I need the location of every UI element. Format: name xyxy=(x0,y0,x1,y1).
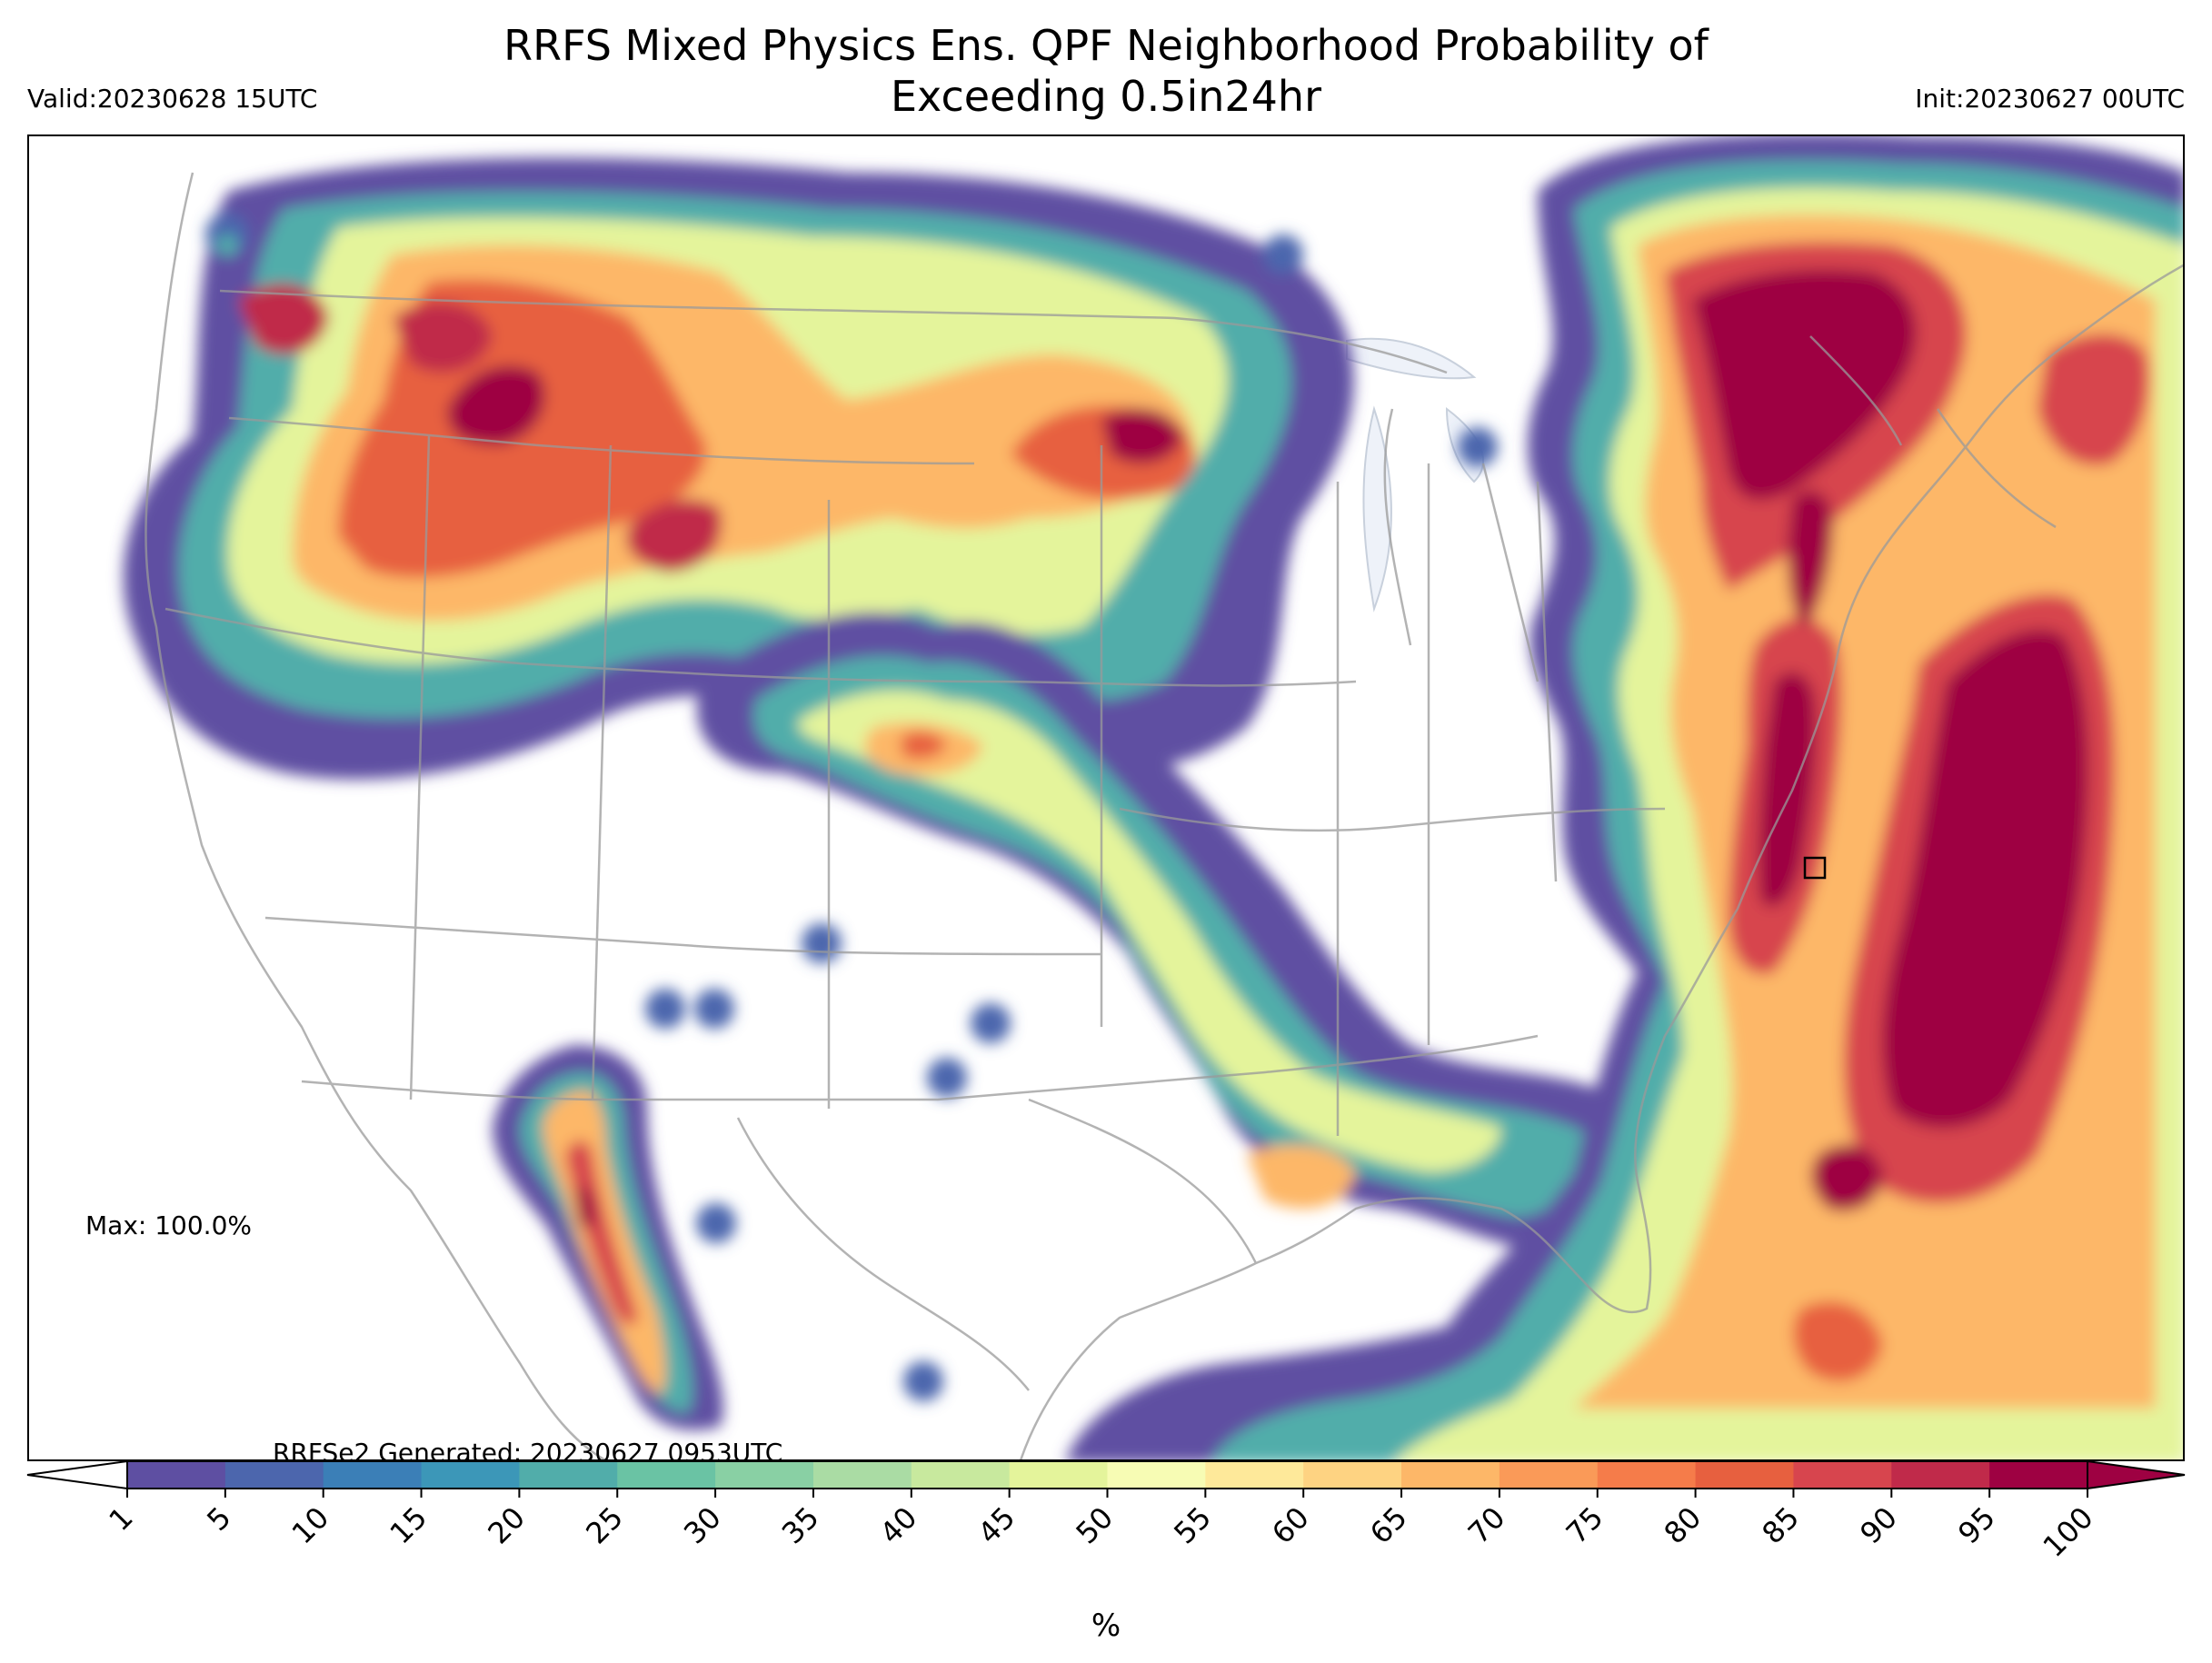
colorbar-tick-label: 20 xyxy=(481,1500,532,1551)
colorbar-tick-label: 100 xyxy=(2037,1500,2100,1564)
colorbar-tick-label: 35 xyxy=(775,1500,826,1551)
colorbar-segment xyxy=(127,1461,226,1489)
colorbar-tick-label: 55 xyxy=(1167,1500,1218,1551)
colorbar-tick-label: 15 xyxy=(384,1500,434,1551)
map-outlines xyxy=(144,172,2183,1459)
init-time-label: Init:20230627 00UTC xyxy=(1915,84,2185,114)
colorbar-segment xyxy=(1695,1461,1794,1489)
colorbar-segment xyxy=(224,1461,324,1489)
map-panel: Max: 100.0% RRFSe2 Generated: 20230627 0… xyxy=(27,134,2185,1461)
colorbar-segment xyxy=(1205,1461,1304,1489)
colorbar-segment xyxy=(323,1461,423,1489)
colorbar-tick-label: 50 xyxy=(1069,1500,1120,1551)
colorbar-segment xyxy=(617,1461,716,1489)
colorbar-segment xyxy=(1303,1461,1402,1489)
colorbar-segment xyxy=(715,1461,814,1489)
colorbar-over-extension xyxy=(2087,1459,2186,1490)
colorbar-tick-label: 65 xyxy=(1363,1500,1414,1551)
colorbar-segment xyxy=(519,1461,618,1489)
colorbar-tick-label: 40 xyxy=(873,1500,924,1551)
max-value-label: Max: 100.0% xyxy=(85,1210,252,1240)
colorbar-tick-label: 30 xyxy=(677,1500,728,1551)
colorbar-tick-label: 70 xyxy=(1461,1500,1512,1551)
colorbar-tick-label: 85 xyxy=(1755,1500,1806,1551)
colorbar-tick-label: 10 xyxy=(285,1500,336,1551)
colorbar-tick-label: 80 xyxy=(1658,1500,1709,1551)
title-line-2: Exceeding 0.5in24hr xyxy=(890,72,1321,121)
colorbar-segment xyxy=(1989,1461,2088,1489)
colorbar-segment xyxy=(1401,1461,1500,1489)
colorbar-tick-label: 95 xyxy=(1951,1500,2002,1551)
colorbar-tick-label: 5 xyxy=(200,1500,237,1538)
colorbar-segment xyxy=(911,1461,1011,1489)
colorbar-segment xyxy=(1793,1461,1892,1489)
colorbar-segment xyxy=(1009,1461,1108,1489)
great-lakes xyxy=(1346,337,1484,612)
generated-time-label: RRFSe2 Generated: 20230627 0953UTC xyxy=(273,1438,783,1461)
colorbar-segment xyxy=(1597,1461,1697,1489)
probability-field xyxy=(123,136,2183,1459)
colorbar-segment xyxy=(1891,1461,1990,1489)
colorbar: 1 5 10 15 20 25 30 35 40 45 50 55 60 65 70 75 80 85 90 95 10… xyxy=(26,1459,2186,1644)
colorbar-unit-label: % xyxy=(1091,1608,1121,1644)
colorbar-segment xyxy=(1499,1461,1599,1489)
map-title: RRFS Mixed Physics Ens. QPF Neighborhood… xyxy=(0,20,2212,122)
location-marker xyxy=(1803,856,1827,880)
colorbar-segment xyxy=(421,1461,520,1489)
colorbar-under-extension xyxy=(26,1459,128,1490)
colorbar-tick-label: 90 xyxy=(1853,1500,1904,1551)
colorbar-tick-label: 45 xyxy=(971,1500,1022,1551)
title-line-1: RRFS Mixed Physics Ens. QPF Neighborhood… xyxy=(503,21,1709,70)
colorbar-segment xyxy=(1107,1461,1206,1489)
colorbar-tick-label: 60 xyxy=(1265,1500,1316,1551)
valid-time-label: Valid:20230628 15UTC xyxy=(27,84,318,114)
colorbar-tick-label: 25 xyxy=(579,1500,630,1551)
colorbar-tick-label: 1 xyxy=(102,1500,139,1538)
colorbar-segment xyxy=(812,1461,912,1489)
colorbar-tick-label: 75 xyxy=(1559,1500,1610,1551)
probability-map xyxy=(123,136,2183,1459)
